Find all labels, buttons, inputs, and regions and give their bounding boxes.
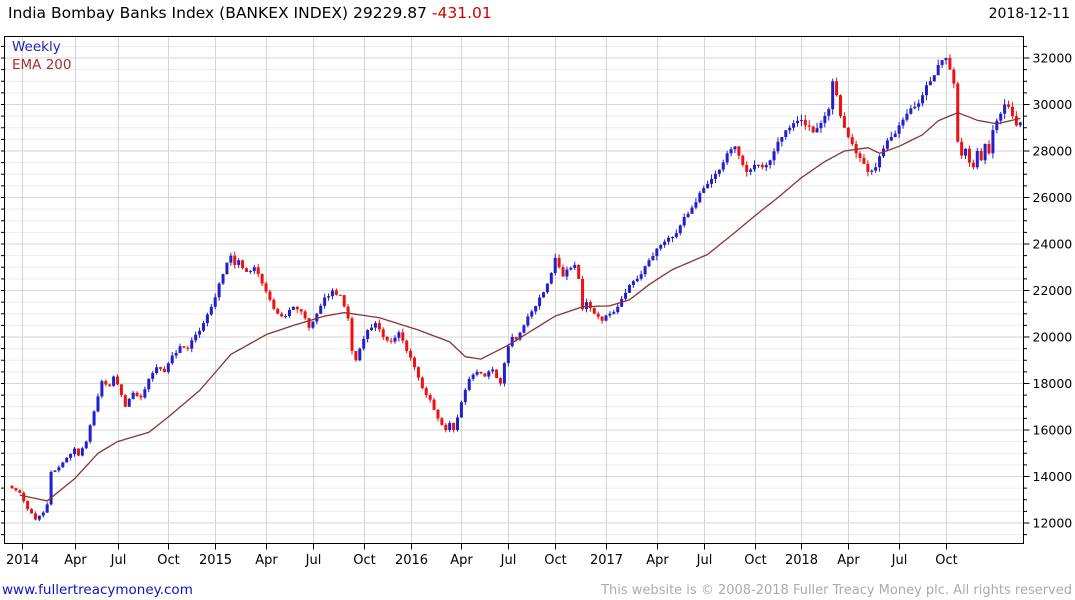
x-axis-label: 2015 [199, 553, 232, 568]
y-axis-label: 30000 [1033, 97, 1073, 112]
x-axis-label: 2014 [6, 553, 39, 568]
y-axis-label: 16000 [1033, 423, 1073, 438]
x-axis-label: Apr [646, 553, 669, 568]
x-axis-label: Oct [353, 553, 375, 568]
page-footer: www.fullertreacymoney.com This website i… [0, 580, 1075, 598]
y-axis-label: 24000 [1033, 237, 1073, 252]
y-axis-label: 14000 [1033, 469, 1073, 484]
candles [10, 54, 1022, 522]
chart-title: India Bombay Banks Index (BANKEX INDEX) … [8, 4, 492, 22]
y-axis-label: 22000 [1033, 283, 1073, 298]
x-axis-label: Apr [64, 553, 87, 568]
y-axis-label: 28000 [1033, 144, 1073, 159]
x-axis-label: Jul [305, 553, 322, 568]
x-axis-label: Jul [110, 553, 127, 568]
axes: 12000 14000 16000 18000 20000 22000 24000 26000… [1, 36, 1073, 568]
y-axis-label: 32000 [1033, 51, 1073, 66]
legend-ema-200: EMA 200 [12, 57, 72, 73]
y-axis-label: 26000 [1033, 190, 1073, 205]
copyright-text: This website is © 2008-2018 Fuller Treac… [601, 583, 1072, 598]
ema-200-line [19, 111, 1021, 502]
chart-legend: Weekly EMA 200 [12, 38, 71, 74]
x-axis-label: Apr [450, 553, 473, 568]
x-axis-label: 2016 [395, 553, 428, 568]
price-change: -431.01 [431, 4, 492, 22]
x-axis-label: Oct [744, 553, 766, 568]
grid-lines [4, 36, 1024, 544]
x-axis-label: Jul [500, 553, 517, 568]
chart-date: 2018-12-11 [988, 6, 1070, 22]
instrument-title: India Bombay Banks Index (BANKEX INDEX) … [8, 4, 427, 22]
x-axis-label: Oct [544, 553, 566, 568]
website-link[interactable]: www.fullertreacymoney.com [2, 582, 193, 598]
y-axis-label: 20000 [1033, 330, 1073, 345]
x-axis-label: Jul [696, 553, 713, 568]
x-axis-label: Oct [935, 553, 957, 568]
x-axis-label: 2018 [785, 553, 818, 568]
y-axis-label: 12000 [1033, 516, 1073, 531]
x-axis-label: Oct [157, 553, 179, 568]
x-axis-label: Apr [837, 553, 860, 568]
legend-timeframe: Weekly [12, 39, 61, 55]
x-axis-label: Jul [891, 553, 908, 568]
x-axis-label: 2017 [590, 553, 623, 568]
y-axis-label: 18000 [1033, 376, 1073, 391]
x-axis-label: Apr [255, 553, 278, 568]
